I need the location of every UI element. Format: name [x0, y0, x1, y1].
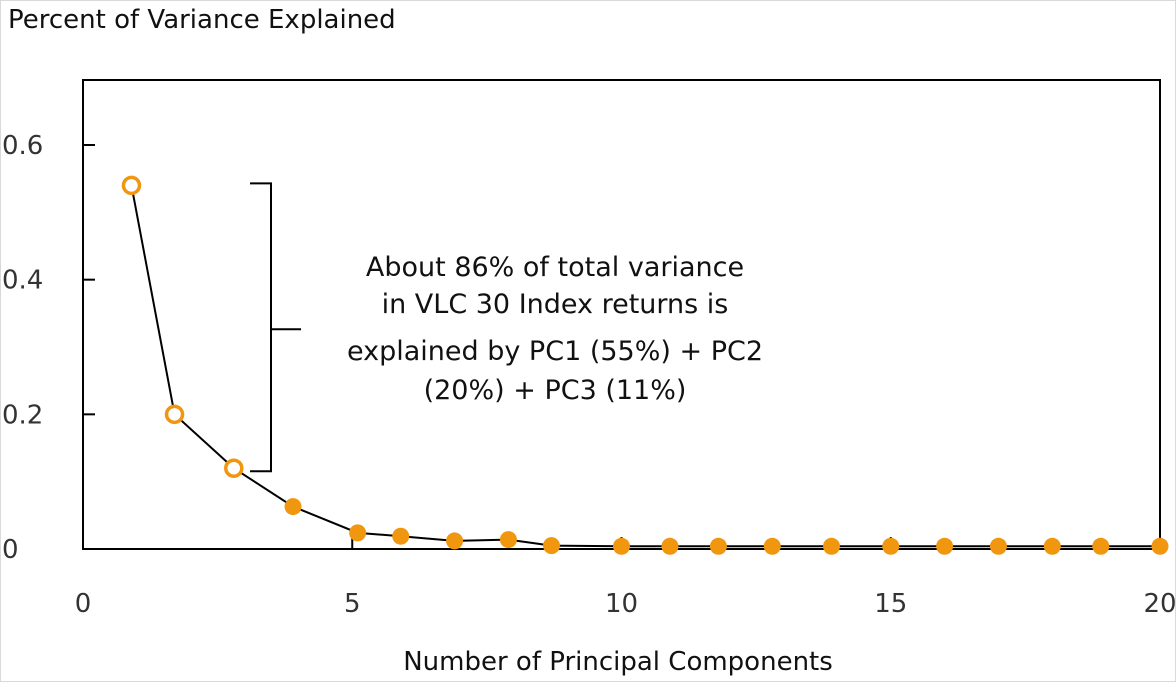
data-point — [446, 532, 464, 550]
data-point-open — [164, 404, 185, 425]
data-point — [763, 537, 781, 555]
annotation-line: explained by PC1 (55%) + PC2 — [347, 336, 763, 367]
annotation-bracket — [250, 182, 301, 473]
x-axis-label: Number of Principal Components — [403, 647, 833, 677]
x-tick-label: 20 — [1143, 589, 1176, 619]
y-tick-label: 0.2 — [2, 400, 43, 430]
x-tick-label: 15 — [874, 589, 907, 619]
data-point — [823, 537, 841, 555]
data-points — [121, 175, 1169, 555]
data-point — [709, 537, 727, 555]
data-point — [613, 537, 630, 555]
y-tick-label: 0.4 — [2, 266, 43, 296]
y-tick-label: 0 — [2, 535, 19, 565]
data-point — [284, 498, 302, 516]
x-tick-label: 5 — [344, 589, 361, 619]
data-point — [989, 537, 1007, 555]
y-axis: 0 0.2 0.4 0.6 — [2, 131, 95, 565]
data-point — [392, 527, 410, 545]
data-point — [542, 537, 560, 555]
x-tick-label: 10 — [605, 589, 638, 619]
series-line — [130, 185, 1160, 548]
annotation: About 86% of total variance in VLC 30 Ind… — [347, 252, 763, 406]
data-point — [936, 537, 954, 555]
data-point-open — [224, 458, 244, 478]
data-point — [1151, 537, 1169, 555]
data-point — [499, 531, 517, 549]
y-axis-label: Percent of Variance Explained — [8, 5, 396, 35]
data-point — [349, 524, 367, 542]
annotation-line: in VLC 30 Index returns is — [382, 289, 729, 320]
y-tick-label: 0.6 — [2, 131, 43, 161]
annotation-line: (20%) + PC3 (11%) — [424, 375, 687, 406]
data-point — [1043, 537, 1061, 555]
bracket-line — [250, 182, 301, 473]
data-point — [1092, 537, 1110, 555]
x-tick-label: 0 — [75, 589, 92, 619]
data-point — [882, 537, 900, 555]
data-point — [661, 537, 679, 555]
data-point-open — [121, 175, 142, 196]
annotation-line: About 86% of total variance — [366, 252, 744, 283]
